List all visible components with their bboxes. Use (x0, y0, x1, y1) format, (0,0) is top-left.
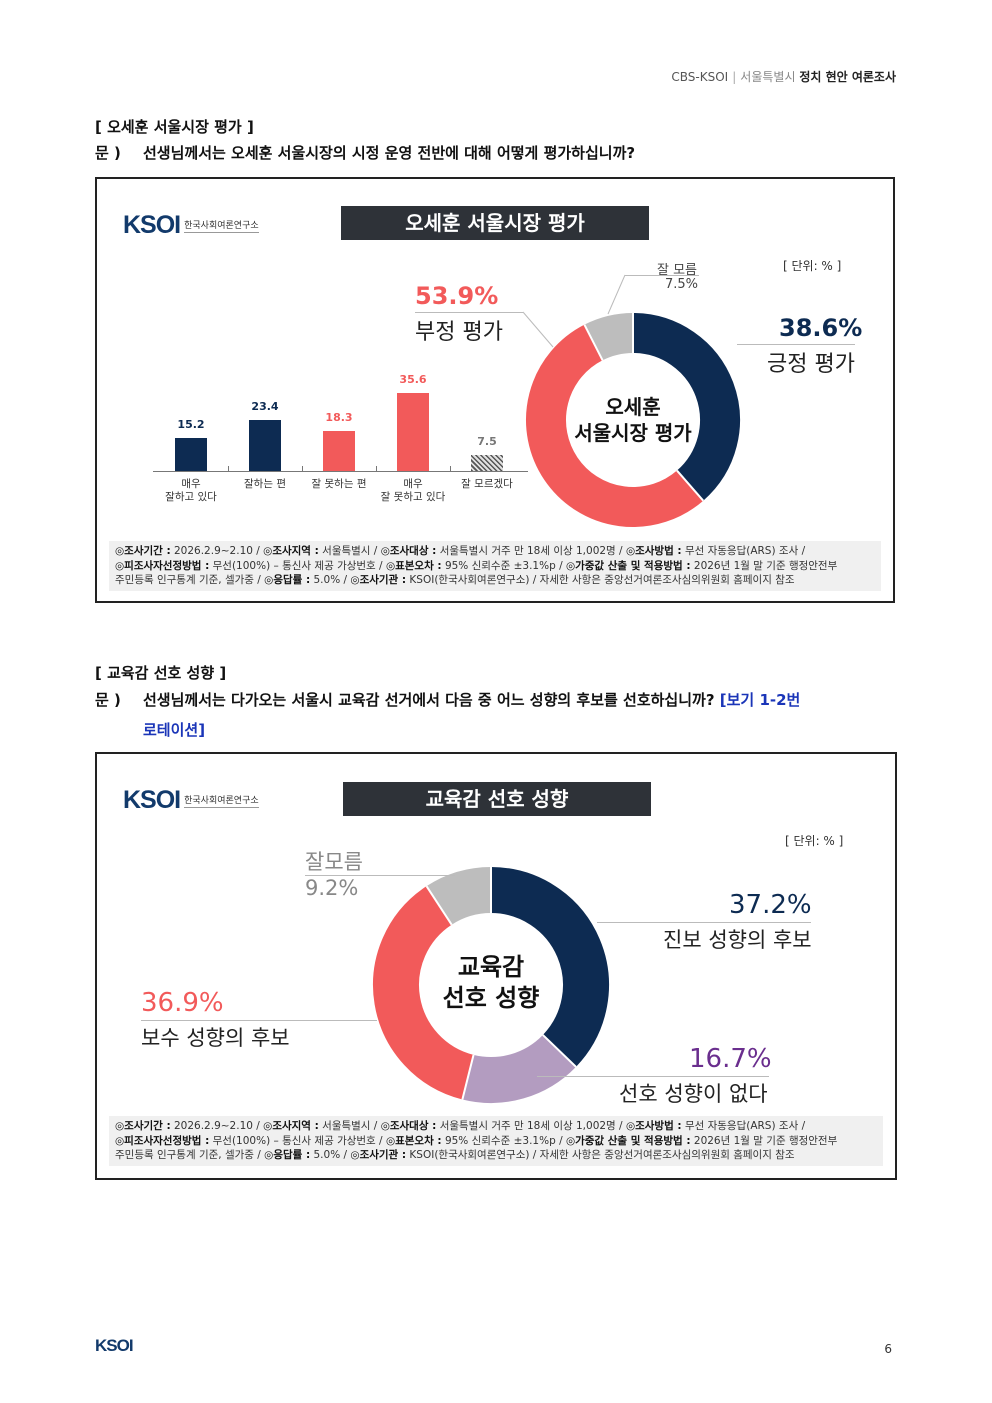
slice-progressive-label: 진보 성향의 후보 (663, 928, 812, 952)
bar-3 (397, 392, 429, 471)
slice-unknown-label: 잘 모름 (657, 263, 698, 278)
ksoi-logo: KSOI 한국사회여론연구소 (123, 211, 259, 240)
ksoi-logo: KSOI 한국사회여론연구소 (123, 786, 259, 815)
question-note-b: 로테이션] (143, 721, 206, 739)
bar-axis-tick-4 (450, 466, 451, 472)
donut2-slice-0 (490, 867, 609, 1067)
donut2-separator-2 (461, 1054, 475, 1100)
donut1-center-line2: 서울시장 평가 (574, 421, 692, 445)
slice-negative-value: 53.9% (415, 282, 499, 310)
chart1-title: 오세훈 서울시장 평가 (341, 206, 649, 240)
unit-label: [ 단위: % ] (785, 834, 844, 848)
logo-word: KSOI (123, 786, 181, 814)
bar-0 (175, 437, 207, 471)
question-text: 선생님께서는 오세훈 서울시장의 시정 운영 전반에 대해 어떻게 평가하십니까… (143, 144, 636, 162)
donut2-center-label: 교육감 선호 성향 (397, 952, 585, 1014)
section1-question: 문 ) 선생님께서는 오세훈 서울시장의 시정 운영 전반에 대해 어떻게 평가하… (95, 138, 885, 168)
section2-title: [ 교육감 선호 성향 ] (95, 664, 227, 682)
header-mid: 서울특별시 (740, 70, 796, 84)
donut2-center-line1: 교육감 (457, 953, 525, 981)
question-text: 선생님께서는 다가오는 서울시 교육감 선거에서 다음 중 어느 성향의 후보를… (143, 691, 715, 709)
donut2-separator-3 (425, 885, 453, 926)
bar-category-label-2: 잘 못하는 편 (311, 478, 367, 490)
page-number: 6 (884, 1342, 892, 1356)
donut2-slice-3 (426, 867, 492, 926)
donut1-slice-2 (584, 313, 634, 361)
bar-axis-tick-1 (228, 466, 229, 472)
leader-negative (415, 312, 523, 313)
slice-none-value: 16.7% (689, 1044, 772, 1074)
bar-value-label-4: 7.5 (477, 434, 497, 448)
donut2-slice-2 (373, 886, 475, 1100)
donut-chart-2 (373, 867, 609, 1103)
chart2-title: 교육감 선호 성향 (343, 782, 651, 816)
leader-negative-diag (522, 311, 554, 348)
donut1-separator-1 (676, 469, 705, 502)
chart-panel-2: KSOI 한국사회여론연구소 교육감 선호 성향 [ 단위: % ] 교육감 선… (95, 752, 897, 1180)
slice-none-label: 선호 성향이 없다 (619, 1082, 768, 1106)
logo-word: KSOI (123, 211, 181, 239)
donut1-slice-1 (526, 324, 704, 527)
section2-question: 문 ) 선생님께서는 다가오는 서울시 교육감 선거에서 다음 중 어느 성향의 … (95, 685, 885, 745)
section1-title: [ 오세훈 서울시장 평가 ] (95, 118, 254, 136)
bar-category-label-4: 잘 모르겠다 (461, 478, 513, 490)
question-marker: 문 ) (95, 691, 121, 709)
leader-unknown-diag (607, 274, 626, 315)
donut2-slice-1 (462, 1034, 576, 1103)
bar-axis-tick-2 (302, 466, 303, 472)
bar-4 (471, 454, 503, 471)
bar-category-label-0: 매우 잘하고 있다 (165, 478, 217, 503)
bar-value-label-1: 23.4 (251, 399, 279, 413)
slice-positive-value: 38.6% (779, 314, 863, 342)
donut2-center-line2: 선호 성향 (442, 984, 540, 1012)
slice-unknown-value-2: 9.2% (305, 876, 359, 900)
header-right: 정치 현안 여론조사 (799, 70, 896, 84)
leader-progressive (597, 922, 811, 923)
slice-unknown-label-2: 잘모름 (305, 850, 363, 874)
header-left: CBS-KSOI (671, 70, 729, 84)
bar-2 (323, 430, 355, 471)
slice-negative-label: 부정 평가 (415, 320, 503, 345)
chart-panel-1: KSOI 한국사회여론연구소 오세훈 서울시장 평가 [ 단위: % ] 15.… (95, 177, 895, 603)
bar-value-label-2: 18.3 (325, 410, 353, 424)
question-marker: 문 ) (95, 144, 121, 162)
bar-value-label-0: 15.2 (177, 417, 205, 431)
leader-conservative (141, 1020, 377, 1021)
question-note-a: [보기 1-2번 (719, 691, 801, 709)
donut1-slice-0 (632, 313, 740, 501)
donut-chart-1 (526, 313, 740, 527)
logo-org: 한국사회여론연구소 (184, 218, 259, 233)
slice-conservative-label: 보수 성향의 후보 (141, 1026, 290, 1050)
methodology-footer-2: ◎조사기간 : 2026.2.9~2.10 / ◎조사지역 : 서울특별시 / … (109, 1116, 883, 1166)
donut1-center-line1: 오세훈 (605, 395, 661, 419)
bar-category-label-1: 잘하는 편 (244, 478, 286, 490)
logo-org: 한국사회여론연구소 (184, 793, 259, 808)
footer-logo: KSOI (95, 1336, 134, 1355)
bar-category-label-3: 매우 잘 못하고 있다 (380, 478, 446, 503)
unit-label: [ 단위: % ] (783, 259, 842, 273)
methodology-footer-1: ◎조사기간 : 2026.2.9~2.10 / ◎조사지역 : 서울특별시 / … (109, 541, 881, 591)
leader-unknown (625, 275, 699, 276)
bar-axis (153, 471, 528, 472)
page-header: CBS-KSOI | 서울특별시 정치 현안 여론조사 (671, 70, 896, 84)
slice-unknown-value: 7.5% (665, 277, 699, 292)
slice-conservative-value: 36.9% (141, 988, 224, 1018)
bar-value-label-3: 35.6 (399, 372, 427, 386)
slice-positive-label: 긍정 평가 (767, 352, 855, 377)
bar-axis-tick-3 (376, 466, 377, 472)
leader-unknown-2 (305, 875, 455, 876)
leader-none (537, 1076, 769, 1077)
leader-positive (737, 344, 855, 345)
donut1-center-label: 오세훈 서울시장 평가 (547, 394, 719, 446)
bar-1 (249, 419, 281, 471)
slice-progressive-value: 37.2% (729, 890, 812, 920)
donut2-separator-1 (542, 1034, 577, 1068)
donut1-separator-2 (583, 324, 604, 361)
